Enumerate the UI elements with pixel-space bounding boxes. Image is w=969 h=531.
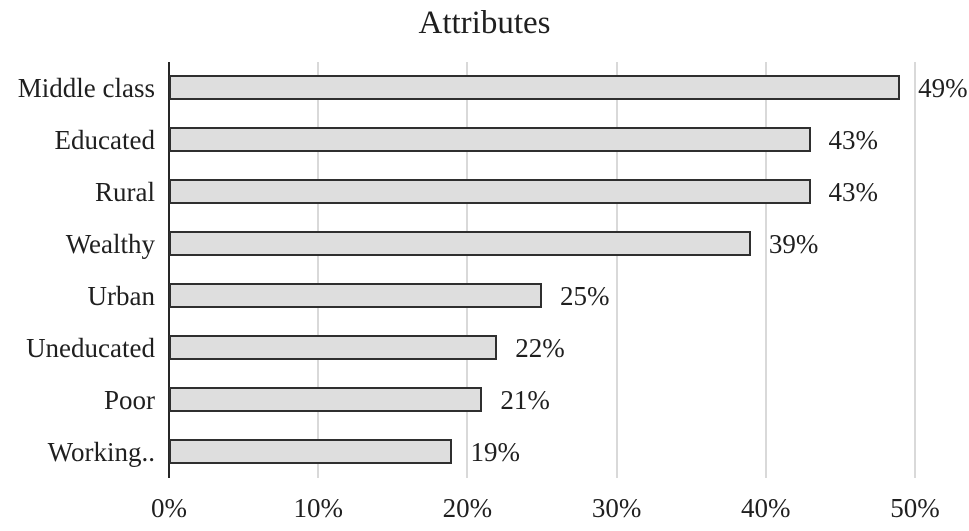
x-tick-label-10: 10% (293, 493, 343, 523)
value-label-working: 19% (470, 437, 520, 467)
value-label-urban: 25% (560, 281, 610, 311)
gridline-30 (615, 62, 618, 478)
category-label-working: Working.. (47, 437, 155, 467)
bar-urban (169, 283, 542, 308)
x-tick-label-20: 20% (442, 493, 493, 523)
bar-educated (169, 127, 811, 152)
value-label-middle-class: 49% (918, 73, 968, 103)
category-label-urban: Urban (87, 281, 155, 311)
category-label-middle-class: Middle class (17, 73, 155, 103)
x-tick-label-50: 50% (890, 493, 940, 523)
value-label-uneducated: 22% (515, 333, 565, 363)
bar-poor (169, 387, 483, 412)
gridline-50 (914, 62, 916, 478)
value-label-educated: 43% (828, 125, 879, 155)
plot-area: 49% 43% 43% 39% 25% 22% 21% 19% (168, 62, 968, 478)
bar-rural (169, 179, 811, 204)
y-axis-category-labels: Middle class Educated Rural Wealthy Urban Une… (0, 62, 159, 478)
x-axis-tick-labels: 0% 10% 20% 30% 40% 50% (151, 491, 940, 527)
chart-title: Attributes (418, 5, 551, 41)
chart-row-rural: 43% (169, 166, 915, 218)
gridline-40 (764, 62, 767, 478)
category-label-educated: Educated (54, 125, 155, 155)
category-label-uneducated: Uneducated (26, 333, 155, 363)
chart-row-educated: 43% (169, 114, 915, 166)
y-axis-line (168, 62, 170, 478)
value-label-wealthy: 39% (768, 229, 819, 259)
value-label-rural: 43% (828, 177, 879, 207)
category-label-poor: Poor (103, 385, 155, 415)
gridline-20 (466, 62, 469, 478)
chart-row-uneducated: 22% (169, 322, 915, 374)
gridline-10 (317, 62, 320, 478)
bar-wealthy (169, 231, 751, 256)
bar-uneducated (169, 335, 498, 360)
value-label-poor: 21% (500, 385, 550, 415)
x-tick-label-30: 30% (591, 493, 642, 523)
bar-working (169, 439, 453, 464)
category-label-rural: Rural (95, 177, 155, 207)
x-tick-label-0: 0% (151, 493, 187, 523)
chart-row-urban: 25% (169, 270, 915, 322)
chart-row-poor: 21% (169, 374, 915, 426)
chart-row-wealthy: 39% (169, 218, 915, 270)
bar-middle-class (169, 75, 901, 100)
x-tick-label-40: 40% (741, 493, 791, 523)
chart-row-middle-class: 49% (169, 62, 968, 114)
category-label-wealthy: Wealthy (65, 229, 155, 259)
chart-row-working: 19% (169, 426, 915, 478)
